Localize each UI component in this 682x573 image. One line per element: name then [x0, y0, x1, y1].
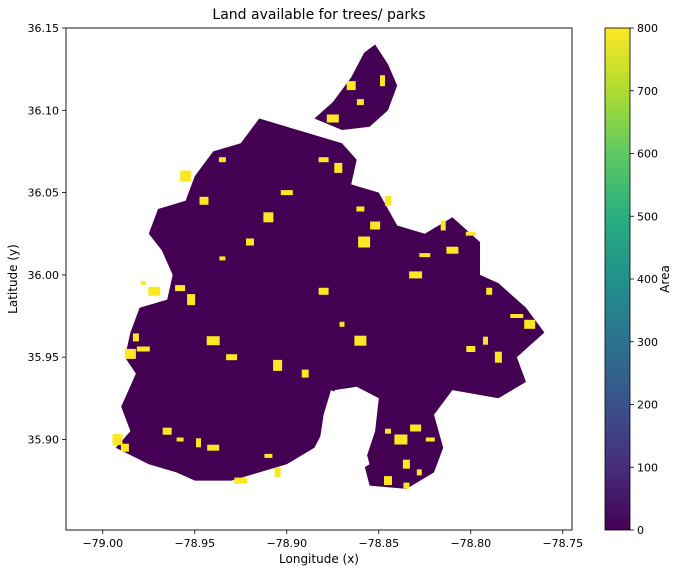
y-tick-label: 35.95 — [28, 351, 60, 364]
high-value-cell — [358, 236, 371, 248]
colorbar-tick-label: 700 — [637, 85, 658, 98]
high-value-cell — [356, 99, 364, 106]
x-tick-label: −79.00 — [82, 537, 123, 550]
colorbar-tick-label: 300 — [637, 336, 658, 349]
colorbar-tick-label: 600 — [637, 148, 658, 161]
x-axis-label: Longitude (x) — [279, 552, 359, 566]
high-value-cell — [120, 443, 129, 452]
high-value-cell — [246, 238, 254, 246]
high-value-cell — [196, 438, 201, 448]
x-axis: −79.00 −78.95 −78.90 −78.85 −78.80 −78.75 — [82, 530, 583, 550]
high-value-cell — [318, 157, 329, 163]
high-value-cell — [280, 190, 293, 196]
colorbar-label: Area — [658, 265, 672, 293]
high-value-cell — [486, 287, 493, 295]
high-value-cell — [148, 286, 161, 296]
colorbar — [604, 27, 631, 531]
chart-title: Land available for trees/ parks — [212, 7, 425, 23]
colorbar-tick-label: 800 — [637, 22, 658, 35]
x-tick-label: −78.90 — [266, 537, 307, 550]
colorbar-tick-label: 500 — [637, 210, 658, 223]
y-tick-label: 36.10 — [28, 104, 60, 117]
land-region — [115, 118, 545, 489]
high-value-cell — [162, 427, 172, 435]
high-value-cell — [132, 333, 139, 342]
high-value-cell — [140, 281, 146, 286]
high-value-cell — [264, 453, 273, 458]
x-tick-label: −78.85 — [358, 537, 399, 550]
high-value-cell — [136, 346, 150, 352]
x-tick-label: −78.95 — [174, 537, 215, 550]
high-value-cell — [510, 314, 524, 318]
high-value-cell — [207, 444, 220, 451]
high-value-cell — [175, 285, 186, 292]
high-value-cell — [446, 246, 459, 254]
high-value-cell — [380, 75, 385, 87]
high-value-cell — [465, 231, 476, 236]
colorbar-tick-label: 100 — [637, 461, 658, 474]
high-value-cell — [403, 482, 410, 489]
high-value-cell — [180, 170, 192, 182]
y-axis: 35.90 35.95 36.00 36.05 36.10 36.15 — [28, 22, 66, 446]
high-value-cell — [394, 434, 408, 445]
high-value-cell — [416, 469, 422, 476]
high-value-cell — [409, 271, 423, 279]
high-value-cell — [199, 196, 209, 205]
high-value-cell — [385, 428, 391, 434]
colorbar-tick-label: 0 — [637, 524, 644, 537]
high-value-cell — [187, 294, 196, 306]
high-value-cell — [124, 348, 136, 359]
y-tick-label: 35.90 — [28, 433, 60, 446]
high-value-cell — [466, 346, 476, 352]
high-value-cell — [326, 114, 339, 123]
high-value-cell — [402, 459, 410, 469]
high-value-cell — [483, 336, 488, 345]
land-region-north-lobe — [314, 44, 398, 130]
y-axis-label: Latitude (y) — [6, 244, 20, 314]
colorbar-axis: 0 100 200 300 400 500 600 700 800 — [630, 22, 658, 537]
x-tick-label: −78.75 — [542, 537, 583, 550]
plot-content — [112, 44, 545, 489]
high-value-cell — [301, 369, 309, 378]
high-value-cell — [219, 256, 226, 261]
high-value-cell — [370, 221, 381, 230]
no-data-region — [319, 390, 370, 481]
x-tick-label: −78.80 — [450, 537, 491, 550]
high-value-cell — [494, 351, 502, 363]
high-value-cell — [440, 220, 446, 231]
high-value-cell — [273, 359, 283, 371]
y-tick-label: 36.00 — [28, 269, 60, 282]
high-value-cell — [206, 336, 220, 346]
high-value-cell — [339, 321, 345, 327]
high-value-cell — [274, 467, 281, 477]
high-value-cell — [112, 434, 123, 445]
high-value-cell — [524, 319, 536, 329]
high-value-cell — [385, 195, 391, 206]
colorbar-tick-label: 400 — [637, 273, 658, 286]
high-value-cell — [263, 212, 274, 223]
high-value-cell — [234, 477, 248, 484]
high-value-cell — [384, 476, 392, 486]
y-tick-label: 36.05 — [28, 187, 60, 200]
high-value-cell — [334, 162, 343, 173]
high-value-cell — [176, 437, 184, 442]
plot-area-frame — [65, 27, 573, 531]
high-value-cell — [410, 424, 422, 432]
high-value-cell — [318, 287, 329, 295]
high-value-cell — [346, 81, 356, 91]
y-tick-label: 36.15 — [28, 22, 60, 35]
high-value-cell — [419, 253, 431, 258]
high-value-cell — [218, 157, 226, 163]
high-value-cell — [226, 354, 238, 361]
high-value-cell — [354, 335, 367, 346]
high-value-cell — [425, 437, 435, 442]
colorbar-tick-label: 200 — [637, 399, 658, 412]
high-value-cell — [356, 206, 365, 212]
